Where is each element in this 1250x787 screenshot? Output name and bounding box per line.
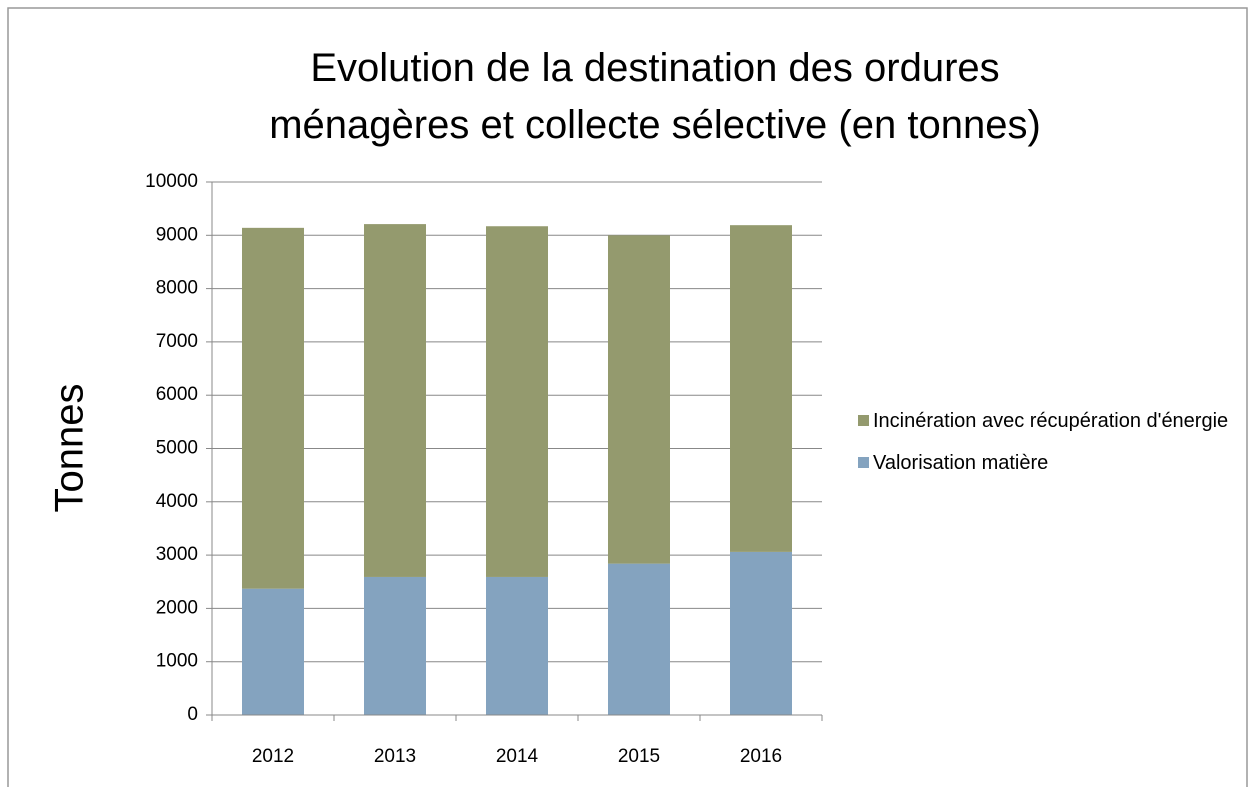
bar-segment xyxy=(364,576,426,715)
bar-segment xyxy=(364,224,426,577)
y-tick-label: 1000 xyxy=(156,651,198,672)
x-tick-label: 2015 xyxy=(618,746,660,767)
legend-swatch xyxy=(858,415,869,426)
chart-title: Evolution de la destination des ordures … xyxy=(269,46,1041,147)
bar-segment xyxy=(608,235,670,564)
y-tick-label: 4000 xyxy=(156,491,198,512)
bar-segment xyxy=(486,226,548,577)
y-tick-label: 6000 xyxy=(156,384,198,405)
y-axis-label: Tonnes xyxy=(48,384,92,513)
bar-segment xyxy=(608,563,670,715)
legend-label: Incinération avec récupération d'énergie xyxy=(873,410,1229,432)
x-tick-label: 2016 xyxy=(740,746,782,767)
bar-segment xyxy=(730,551,792,715)
legend-item: Valorisation matière xyxy=(858,447,1243,479)
y-tick-label: 0 xyxy=(187,704,198,725)
y-tick-label: 10000 xyxy=(145,171,198,192)
y-tick-label: 7000 xyxy=(156,331,198,352)
legend: Incinération avec récupération d'énergie… xyxy=(858,405,1243,489)
bar-segment xyxy=(242,227,304,589)
frame xyxy=(7,7,1248,787)
y-tick-label: 3000 xyxy=(156,544,198,565)
legend-item: Incinération avec récupération d'énergie xyxy=(858,405,1243,437)
legend-label: Valorisation matière xyxy=(873,452,1049,474)
bar-segment xyxy=(242,588,304,715)
y-tick-label: 5000 xyxy=(156,438,198,459)
y-tick-label: 2000 xyxy=(156,597,198,618)
y-tick-label: 9000 xyxy=(156,224,198,245)
bar-segment xyxy=(486,576,548,715)
x-tick-label: 2012 xyxy=(252,746,294,767)
x-tick-label: 2014 xyxy=(496,746,539,767)
bar-segment xyxy=(730,225,792,552)
legend-swatch xyxy=(858,457,869,468)
x-tick-label: 2013 xyxy=(374,746,416,767)
y-tick-label: 8000 xyxy=(156,278,198,299)
